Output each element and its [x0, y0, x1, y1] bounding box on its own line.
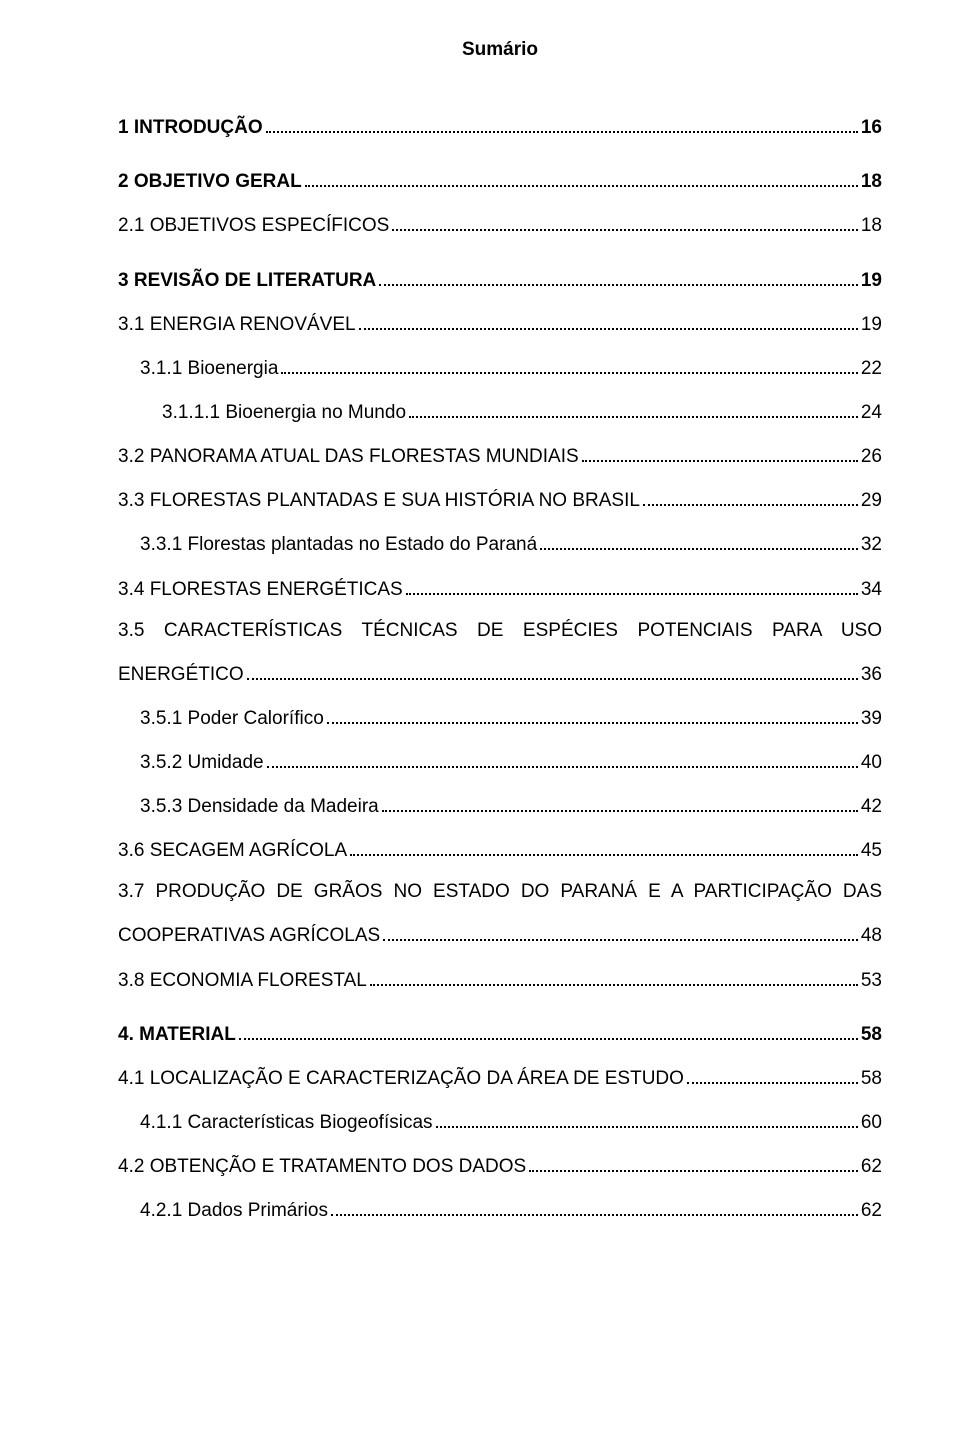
toc-entry-label: 3.5.1 Poder Calorífico — [140, 709, 324, 728]
toc-entry-page: 48 — [861, 926, 882, 945]
toc-entry-label: 1 INTRODUÇÃO — [118, 118, 263, 137]
toc-entry: 4. MATERIAL 58 — [118, 1022, 882, 1044]
toc-entry: 4.1 LOCALIZAÇÃO E CARACTERIZAÇÃO DA ÁREA… — [118, 1066, 882, 1088]
toc-entry-page: 39 — [861, 709, 882, 728]
toc-entry: 4.2 OBTENÇÃO E TRATAMENTO DOS DADOS 62 — [118, 1154, 882, 1176]
toc-entry-label: 3.4 FLORESTAS ENERGÉTICAS — [118, 580, 403, 599]
toc-entry: 3.5 CARACTERÍSTICAS TÉCNICAS DE ESPÉCIES… — [118, 621, 882, 684]
toc-leader-dots — [305, 169, 858, 187]
toc-leader-dots — [327, 706, 858, 724]
toc-entry-label: 4.2 OBTENÇÃO E TRATAMENTO DOS DADOS — [118, 1157, 526, 1176]
table-of-contents: 1 INTRODUÇÃO162 OBJETIVO GERAL182.1 OBJE… — [118, 115, 882, 1220]
toc-entry: 4.1.1 Características Biogeofísicas 60 — [118, 1110, 882, 1132]
toc-leader-dots — [406, 576, 858, 594]
toc-leader-dots — [267, 750, 858, 768]
toc-entry-label: 4. MATERIAL — [118, 1025, 236, 1044]
toc-entry-page: 19 — [861, 271, 882, 290]
toc-entry: 3.1.1 Bioenergia 22 — [118, 356, 882, 378]
toc-entry: 3.8 ECONOMIA FLORESTAL 53 — [118, 967, 882, 989]
toc-leader-dots — [359, 312, 858, 330]
toc-leader-dots — [382, 794, 858, 812]
toc-entry-label: ENERGÉTICO — [118, 665, 244, 684]
toc-leader-dots — [392, 213, 858, 231]
toc-entry-label: 3.1.1.1 Bioenergia no Mundo — [162, 403, 406, 422]
toc-entry-page: 34 — [861, 580, 882, 599]
toc-leader-dots — [687, 1066, 858, 1084]
toc-entry-label: 3 REVISÃO DE LITERATURA — [118, 271, 376, 290]
toc-leader-dots — [239, 1022, 858, 1040]
toc-leader-dots — [350, 838, 858, 856]
toc-leader-dots — [383, 923, 858, 941]
toc-entry-label: 4.1 LOCALIZAÇÃO E CARACTERIZAÇÃO DA ÁREA… — [118, 1069, 684, 1088]
toc-entry-label: 3.1 ENERGIA RENOVÁVEL — [118, 315, 356, 334]
toc-entry-page: 19 — [861, 315, 882, 334]
toc-leader-dots — [247, 662, 858, 680]
toc-entry-page: 45 — [861, 841, 882, 860]
toc-leader-dots — [529, 1154, 858, 1172]
toc-entry-line2: COOPERATIVAS AGRÍCOLAS 48 — [118, 923, 882, 945]
toc-entry-label: 3.3 FLORESTAS PLANTADAS E SUA HISTÓRIA N… — [118, 491, 640, 510]
toc-entry-page: 40 — [861, 753, 882, 772]
toc-leader-dots — [409, 400, 858, 418]
toc-entry-page: 58 — [861, 1025, 882, 1044]
toc-entry-page: 18 — [861, 172, 882, 191]
toc-leader-dots — [436, 1110, 858, 1128]
toc-entry-page: 42 — [861, 797, 882, 816]
toc-entry-label: 3.3.1 Florestas plantadas no Estado do P… — [140, 535, 537, 554]
toc-entry-page: 62 — [861, 1201, 882, 1220]
toc-leader-dots — [379, 267, 858, 285]
toc-entry: 3.1 ENERGIA RENOVÁVEL 19 — [118, 312, 882, 334]
toc-entry-page: 32 — [861, 535, 882, 554]
toc-entry-page: 24 — [861, 403, 882, 422]
toc-entry-label: 3.5.2 Umidade — [140, 753, 264, 772]
toc-leader-dots — [281, 356, 857, 374]
toc-entry-label: 3.1.1 Bioenergia — [140, 359, 278, 378]
toc-entry-label: 4.1.1 Características Biogeofísicas — [140, 1113, 433, 1132]
toc-entry-label: 3.5.3 Densidade da Madeira — [140, 797, 379, 816]
toc-entry-label-line1: 3.5 CARACTERÍSTICAS TÉCNICAS DE ESPÉCIES… — [118, 621, 882, 640]
toc-entry: 2.1 OBJETIVOS ESPECÍFICOS 18 — [118, 213, 882, 235]
toc-entry-page: 16 — [861, 118, 882, 137]
toc-leader-dots — [540, 532, 858, 550]
toc-entry-line2: ENERGÉTICO 36 — [118, 662, 882, 684]
toc-entry-page: 22 — [861, 359, 882, 378]
toc-entry: 3.3.1 Florestas plantadas no Estado do P… — [118, 532, 882, 554]
toc-entry: 3.5.1 Poder Calorífico 39 — [118, 706, 882, 728]
toc-entry-page: 60 — [861, 1113, 882, 1132]
document-page: Sumário 1 INTRODUÇÃO 16 2 OBJETIVO GERAL 18… — [0, 0, 960, 1446]
toc-entry-label: 4.2.1 Dados Primários — [140, 1201, 328, 1220]
toc-entry: 3.7 PRODUÇÃO DE GRÃOS NO ESTADO DO PARAN… — [118, 882, 882, 945]
toc-entry: 3.1.1.1 Bioenergia no Mundo 24 — [118, 400, 882, 422]
toc-leader-dots — [370, 967, 858, 985]
toc-entry-label: COOPERATIVAS AGRÍCOLAS — [118, 926, 380, 945]
toc-entry: 3 REVISÃO DE LITERATURA 19 — [118, 267, 882, 289]
toc-entry-label: 3.2 PANORAMA ATUAL DAS FLORESTAS MUNDIAI… — [118, 447, 579, 466]
toc-entry-page: 18 — [861, 216, 882, 235]
toc-entry: 3.3 FLORESTAS PLANTADAS E SUA HISTÓRIA N… — [118, 488, 882, 510]
toc-entry: 3.2 PANORAMA ATUAL DAS FLORESTAS MUNDIAI… — [118, 444, 882, 466]
toc-entry-label: 2 OBJETIVO GERAL — [118, 172, 302, 191]
toc-entry-page: 36 — [861, 665, 882, 684]
toc-entry-page: 62 — [861, 1157, 882, 1176]
toc-entry: 3.4 FLORESTAS ENERGÉTICAS 34 — [118, 576, 882, 598]
toc-entry-label: 2.1 OBJETIVOS ESPECÍFICOS — [118, 216, 389, 235]
toc-entry: 3.5.2 Umidade 40 — [118, 750, 882, 772]
toc-entry-page: 26 — [861, 447, 882, 466]
toc-entry: 4.2.1 Dados Primários 62 — [118, 1198, 882, 1220]
toc-entry-page: 29 — [861, 491, 882, 510]
toc-entry-page: 58 — [861, 1069, 882, 1088]
toc-entry: 3.6 SECAGEM AGRÍCOLA 45 — [118, 838, 882, 860]
toc-entry-page: 53 — [861, 971, 882, 990]
toc-entry: 2 OBJETIVO GERAL 18 — [118, 169, 882, 191]
toc-entry: 1 INTRODUÇÃO 16 — [118, 115, 882, 137]
toc-leader-dots — [331, 1198, 858, 1216]
page-title: Sumário — [118, 40, 882, 59]
toc-entry-label: 3.6 SECAGEM AGRÍCOLA — [118, 841, 347, 860]
toc-entry: 3.5.3 Densidade da Madeira 42 — [118, 794, 882, 816]
toc-entry-label: 3.8 ECONOMIA FLORESTAL — [118, 971, 367, 990]
toc-leader-dots — [266, 115, 858, 133]
toc-entry-label-line1: 3.7 PRODUÇÃO DE GRÃOS NO ESTADO DO PARAN… — [118, 882, 882, 901]
toc-leader-dots — [643, 488, 858, 506]
toc-leader-dots — [582, 444, 858, 462]
